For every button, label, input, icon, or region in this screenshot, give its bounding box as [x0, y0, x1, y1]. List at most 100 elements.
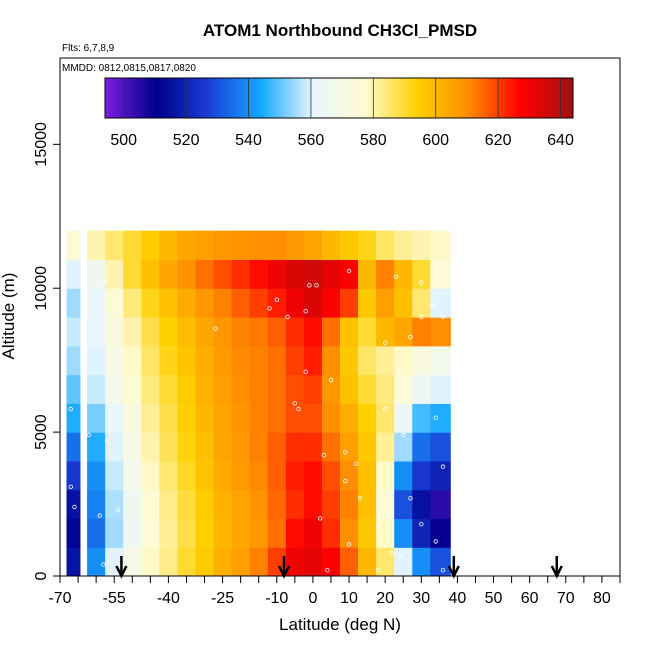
- heatmap-cell: [358, 432, 377, 462]
- heatmap-cell: [249, 403, 269, 433]
- heatmap-cell: [430, 432, 451, 462]
- colorbar-tick-label: 580: [360, 132, 387, 149]
- arrow-marker: [447, 556, 460, 579]
- heatmap-cell: [159, 518, 179, 548]
- colorbar-bar: [104, 77, 574, 119]
- heatmap-cell: [249, 547, 269, 576]
- x-tick-label: 30: [412, 590, 430, 607]
- heatmap-cell: [66, 259, 81, 289]
- x-tick-label: 80: [593, 590, 611, 607]
- heatmap-cell: [87, 403, 106, 433]
- heatmap-cell: [123, 432, 142, 462]
- heatmap-cell: [430, 345, 451, 376]
- heatmap-cell: [430, 230, 451, 261]
- sample-point: [419, 314, 424, 320]
- x-tick-label: 0: [308, 590, 317, 607]
- heatmap-cell: [159, 403, 179, 433]
- heatmap-cell: [141, 460, 160, 491]
- heatmap-cell: [321, 489, 341, 520]
- sample-point: [383, 340, 388, 346]
- heatmap-cell: [340, 489, 359, 520]
- sample-point: [440, 314, 446, 320]
- heatmap-cell: [394, 259, 413, 289]
- heatmap-cell: [430, 259, 451, 289]
- heatmap-cell: [267, 259, 287, 289]
- heatmap-cell: [141, 489, 160, 520]
- heatmap-cell: [376, 547, 395, 576]
- sample-point: [375, 568, 381, 573]
- heatmap-cell: [412, 288, 431, 318]
- heatmap-cell: [213, 547, 233, 576]
- heatmap-cell: [177, 460, 197, 491]
- heatmap-cell: [267, 460, 287, 491]
- heatmap-cell: [195, 374, 215, 404]
- heatmap-cell: [430, 460, 451, 491]
- y-axis: 0 5000 10000 15000: [33, 122, 60, 580]
- heatmap-cell: [159, 317, 179, 347]
- heatmap-cell: [195, 547, 215, 576]
- sample-point: [408, 496, 413, 501]
- sample-point: [390, 550, 395, 556]
- chart-title: ATOM1 Northbound CH3Cl_PMSD: [203, 21, 477, 40]
- heatmap-cell: [321, 317, 341, 347]
- heatmap-cell: [376, 374, 395, 404]
- x-tick-label: 70: [557, 590, 575, 607]
- heatmap-cell: [231, 288, 251, 318]
- heatmap-cell: [285, 230, 305, 261]
- heatmap-cell: [376, 460, 395, 491]
- heatmap-cell: [195, 489, 215, 520]
- heatmap-cell: [177, 432, 197, 462]
- heatmap-cell: [195, 230, 215, 261]
- heatmap-cell: [231, 259, 251, 289]
- colorbar-tick-label: 560: [298, 132, 325, 149]
- heatmap-cell: [340, 547, 359, 576]
- heatmap-cell: [267, 345, 287, 376]
- x-tick-label: 60: [521, 590, 539, 607]
- sample-point: [303, 309, 308, 314]
- heatmap-cell: [430, 403, 451, 433]
- heatmap-cell: [123, 374, 142, 404]
- heatmap-cell: [87, 374, 106, 404]
- heatmap-cell: [195, 288, 215, 318]
- heatmap-cell: [66, 288, 81, 318]
- heatmap-cell: [285, 259, 305, 289]
- heatmap-cell: [159, 547, 179, 576]
- heatmap-cell: [195, 259, 215, 289]
- heatmap-cell: [394, 374, 413, 404]
- heatmap-cell: [141, 317, 160, 347]
- heatmap-cell: [303, 489, 323, 520]
- sample-point: [343, 478, 348, 484]
- heatmap-cell: [105, 518, 124, 548]
- sample-point: [292, 401, 297, 406]
- heatmap-cell: [267, 317, 287, 347]
- heatmap-cell: [87, 547, 106, 576]
- heatmap-cell: [303, 403, 323, 433]
- heatmap-cell: [249, 288, 269, 318]
- heatmap-cell: [195, 317, 215, 347]
- heatmap-cell: [213, 460, 233, 491]
- heatmap-cell: [394, 403, 413, 433]
- heatmap-cell: [430, 489, 451, 520]
- heatmap-cell: [87, 432, 106, 462]
- arrow-marker: [277, 556, 291, 579]
- heatmap-cell: [159, 288, 179, 318]
- heatmap-cell: [66, 230, 81, 261]
- heatmap-cell: [303, 460, 323, 491]
- colorbar-tick-label: 500: [110, 132, 137, 149]
- x-tick-label: -25: [211, 590, 234, 607]
- arrow-marker: [115, 556, 128, 579]
- heatmap-cell: [195, 403, 215, 433]
- heatmap-cell: [141, 288, 160, 318]
- heatmap-cell: [285, 432, 305, 462]
- heatmap-cell: [66, 518, 81, 548]
- heatmap-cell: [358, 317, 377, 347]
- heatmap-cell: [177, 288, 197, 318]
- sample-point: [285, 314, 290, 320]
- heatmap-cell: [340, 230, 359, 261]
- arrow-head: [277, 565, 291, 579]
- heatmap-cell: [159, 374, 179, 404]
- heatmap-cell: [358, 460, 377, 491]
- heatmap-cell: [340, 317, 359, 347]
- heatmap-cell: [249, 518, 269, 548]
- sample-point: [357, 496, 363, 501]
